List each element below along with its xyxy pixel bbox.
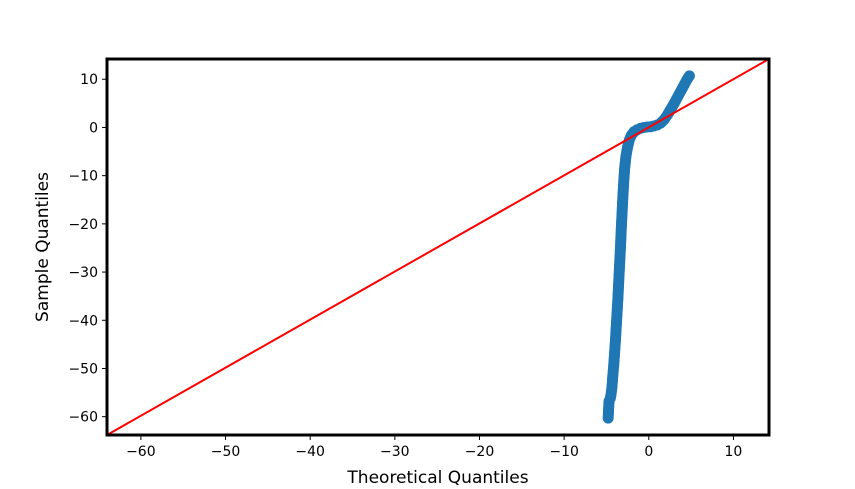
x-axis: −60 −50 −40 −30 −20 −10 0 10 xyxy=(126,435,742,460)
x-tick-label: −60 xyxy=(126,444,156,460)
y-tick-label: −50 xyxy=(68,361,98,377)
reference-line xyxy=(107,59,769,435)
y-axis-label: Sample Quantiles xyxy=(33,172,53,322)
y-tick-label: −10 xyxy=(68,169,98,185)
y-axis: −60 −50 −40 −30 −20 −10 0 10 xyxy=(68,72,107,426)
y-tick-label: −30 xyxy=(68,265,98,281)
x-tick-label: 0 xyxy=(644,444,653,460)
y-tick-label: 10 xyxy=(80,72,98,88)
x-tick-label: −50 xyxy=(211,444,241,460)
y-tick-label: 0 xyxy=(89,120,98,136)
x-tick-label: 10 xyxy=(725,444,743,460)
qq-point xyxy=(683,70,695,82)
data-layer xyxy=(107,59,769,435)
x-tick-label: −40 xyxy=(295,444,325,460)
plot-frame xyxy=(105,57,771,437)
y-tick-label: −60 xyxy=(68,410,98,426)
y-tick-label: −40 xyxy=(68,313,98,329)
y-tick-label: −20 xyxy=(68,217,98,233)
x-tick-label: −10 xyxy=(549,444,579,460)
x-tick-label: −30 xyxy=(380,444,410,460)
x-tick-label: −20 xyxy=(465,444,495,460)
x-axis-label: Theoretical Quantiles xyxy=(346,468,528,488)
